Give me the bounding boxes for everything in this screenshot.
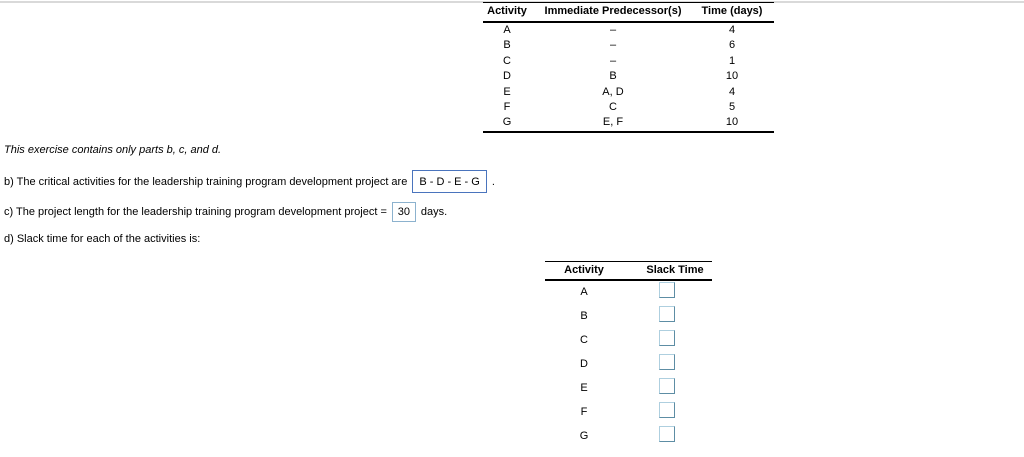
table-row: A – 4 bbox=[483, 23, 774, 38]
slack-input-a[interactable] bbox=[659, 282, 675, 298]
activity-cell: A bbox=[580, 286, 588, 298]
predecessors-cell: B bbox=[609, 70, 617, 83]
activity-cell: C bbox=[503, 54, 511, 67]
predecessors-cell: – bbox=[609, 54, 617, 67]
slack-input-g[interactable] bbox=[659, 426, 675, 442]
table-row: G E, F 10 bbox=[483, 115, 774, 130]
activity-cell: F bbox=[580, 406, 588, 418]
activity-cell: G bbox=[502, 116, 512, 129]
activity-cell: F bbox=[503, 100, 511, 113]
slack-row: D bbox=[545, 353, 712, 377]
slack-row: F bbox=[545, 401, 712, 425]
activity-cell: D bbox=[580, 358, 588, 370]
activity-cell: C bbox=[580, 334, 588, 346]
table-row: B – 6 bbox=[483, 38, 774, 53]
column-header-activity: Activity bbox=[487, 5, 527, 17]
slack-input-b[interactable] bbox=[659, 306, 675, 322]
slack-row: A bbox=[545, 281, 712, 305]
part-d-line: d) Slack time for each of the activities… bbox=[4, 233, 201, 245]
predecessors-cell: – bbox=[609, 24, 617, 36]
activity-cell: D bbox=[503, 70, 511, 83]
column-header-slack-time: Slack Time bbox=[646, 264, 704, 276]
slack-row: C bbox=[545, 329, 712, 353]
column-header-activity: Activity bbox=[564, 264, 604, 276]
part-b-line: b) The critical activities for the leade… bbox=[4, 170, 495, 193]
predecessors-cell: C bbox=[609, 100, 617, 113]
slack-row: G bbox=[545, 425, 712, 449]
part-b-text: b) The critical activities for the leade… bbox=[4, 175, 408, 188]
time-cell: 4 bbox=[728, 24, 736, 36]
activity-cell: E bbox=[580, 382, 588, 394]
slack-row: E bbox=[545, 377, 712, 401]
part-c-suffix: days. bbox=[420, 205, 448, 218]
time-cell: 6 bbox=[728, 39, 736, 52]
predecessors-cell: A, D bbox=[602, 85, 624, 98]
time-cell: 10 bbox=[725, 70, 739, 83]
column-header-predecessors: Immediate Predecessor(s) bbox=[544, 5, 682, 17]
table-row: D B 10 bbox=[483, 69, 774, 84]
time-cell: 1 bbox=[728, 54, 736, 67]
activity-cell: B bbox=[580, 310, 588, 322]
part-c-text: c) The project length for the leadership… bbox=[4, 205, 387, 218]
slack-row: B bbox=[545, 305, 712, 329]
slack-input-e[interactable] bbox=[659, 378, 675, 394]
table-row: F C 5 bbox=[483, 100, 774, 115]
table-row: E A, D 4 bbox=[483, 85, 774, 100]
activity-cell: B bbox=[503, 39, 511, 52]
critical-activities-answer-box[interactable]: B - D - E - G bbox=[412, 170, 487, 193]
activity-cell: G bbox=[579, 430, 589, 442]
project-length-answer-box[interactable]: 30 bbox=[391, 201, 416, 222]
slack-input-c[interactable] bbox=[659, 330, 675, 346]
activity-cell: A bbox=[503, 24, 511, 36]
table-row: C – 1 bbox=[483, 54, 774, 69]
predecessor-table-header: Activity Immediate Predecessor(s) Time (… bbox=[483, 3, 774, 23]
exercise-note: This exercise contains only parts b, c, … bbox=[4, 144, 222, 156]
predecessors-cell: E, F bbox=[602, 116, 624, 129]
time-cell: 4 bbox=[728, 85, 736, 98]
activity-cell: E bbox=[503, 85, 511, 98]
time-cell: 5 bbox=[728, 100, 736, 113]
predecessors-cell: – bbox=[609, 39, 617, 52]
slack-input-d[interactable] bbox=[659, 354, 675, 370]
part-b-suffix: . bbox=[491, 175, 495, 188]
slack-input-f[interactable] bbox=[659, 402, 675, 418]
time-cell: 10 bbox=[725, 116, 739, 129]
slack-table: Activity Slack Time A B C D E F G bbox=[545, 261, 712, 449]
part-c-line: c) The project length for the leadership… bbox=[4, 201, 447, 222]
slack-table-header: Activity Slack Time bbox=[545, 262, 712, 281]
column-header-time: Time (days) bbox=[701, 5, 763, 17]
predecessor-table: Activity Immediate Predecessor(s) Time (… bbox=[483, 2, 774, 133]
